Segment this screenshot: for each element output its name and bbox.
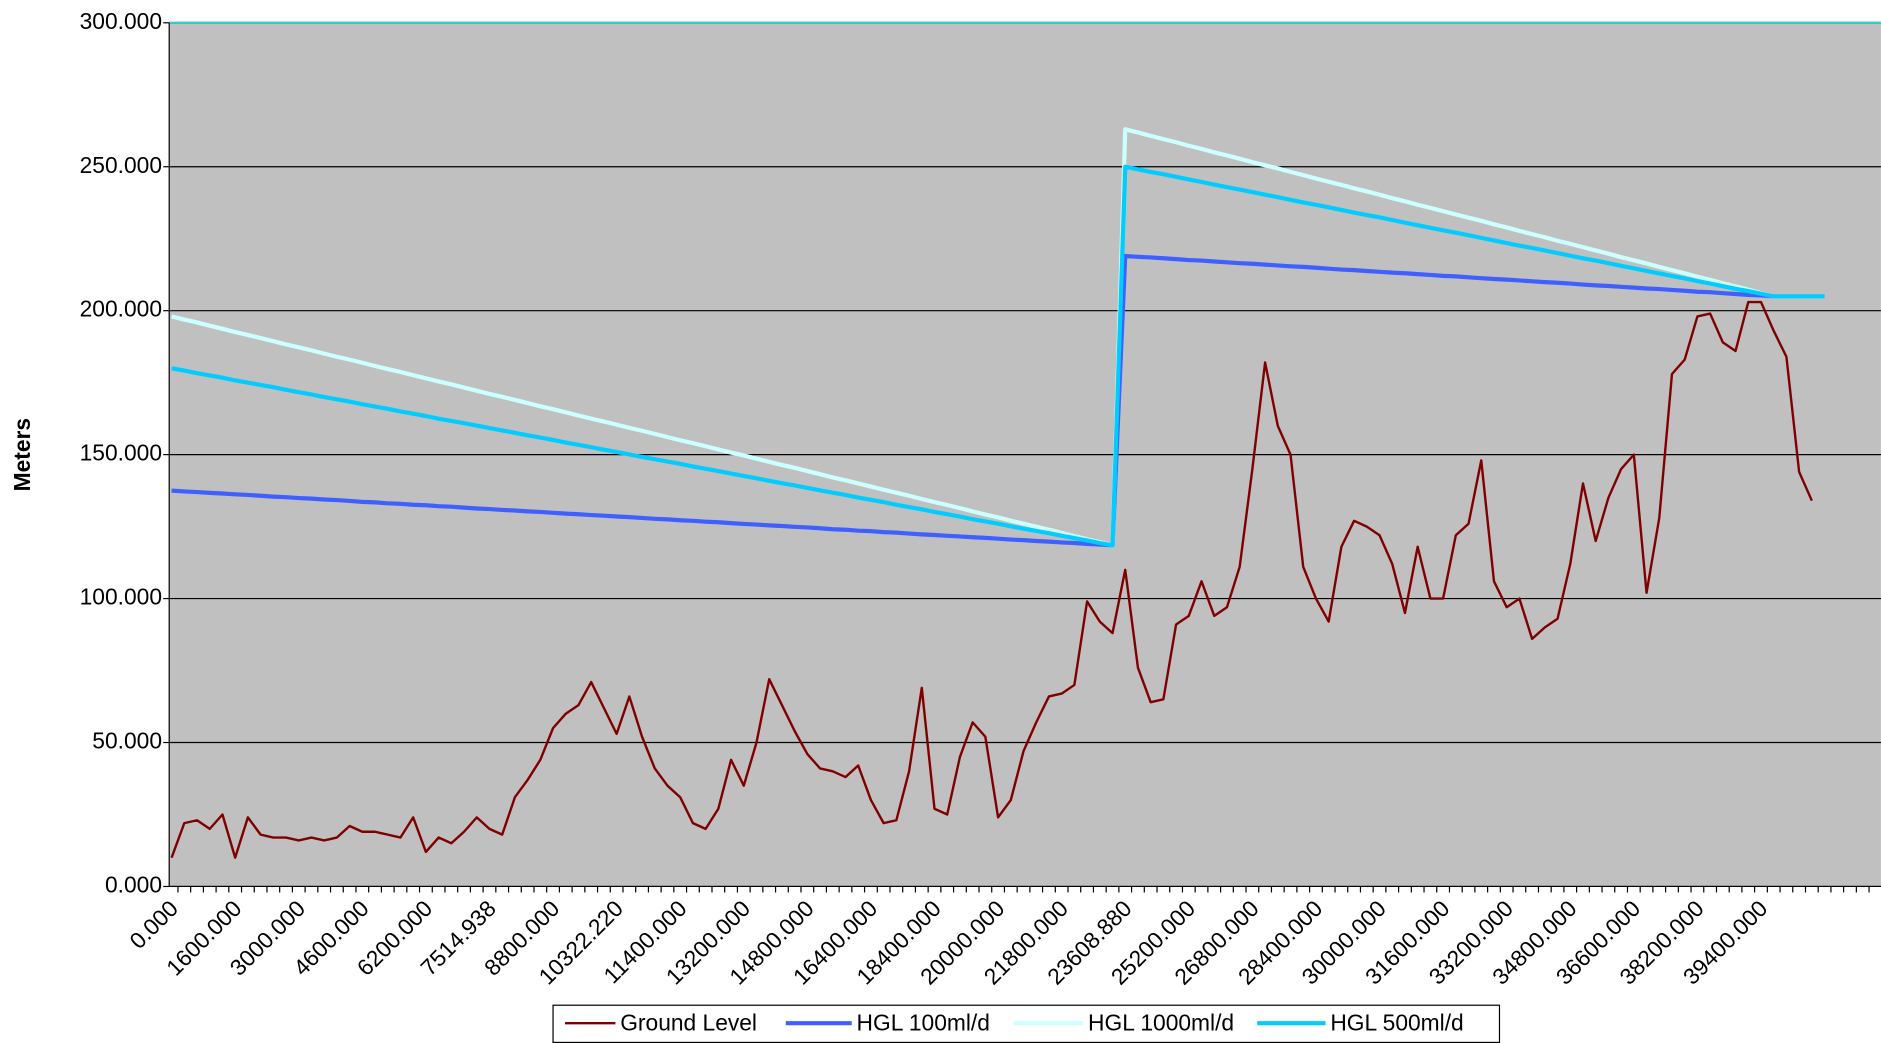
x-tick-label: 0.000 bbox=[124, 895, 183, 954]
y-tick-label: 50.000 bbox=[92, 728, 162, 754]
y-tick-label: 200.000 bbox=[80, 296, 162, 322]
y-axis-label: Meters bbox=[9, 418, 35, 491]
series-line bbox=[171, 253, 1825, 548]
y-tick-label: 100.000 bbox=[80, 584, 162, 610]
series-line bbox=[171, 164, 1825, 548]
y-tick-label: 150.000 bbox=[80, 440, 162, 466]
y-tick-label: 250.000 bbox=[80, 152, 162, 178]
legend-label: HGL 100ml/d bbox=[857, 1009, 990, 1035]
legend-label: Ground Level bbox=[620, 1009, 757, 1035]
y-tick-label: 300.000 bbox=[80, 8, 162, 34]
series-line bbox=[171, 127, 1825, 548]
legend-label: HGL 500ml/d bbox=[1330, 1009, 1463, 1035]
y-tick-label: 0.000 bbox=[105, 871, 162, 897]
series-line bbox=[170, 300, 1813, 859]
legend-label: HGL 1000ml/d bbox=[1088, 1009, 1234, 1035]
